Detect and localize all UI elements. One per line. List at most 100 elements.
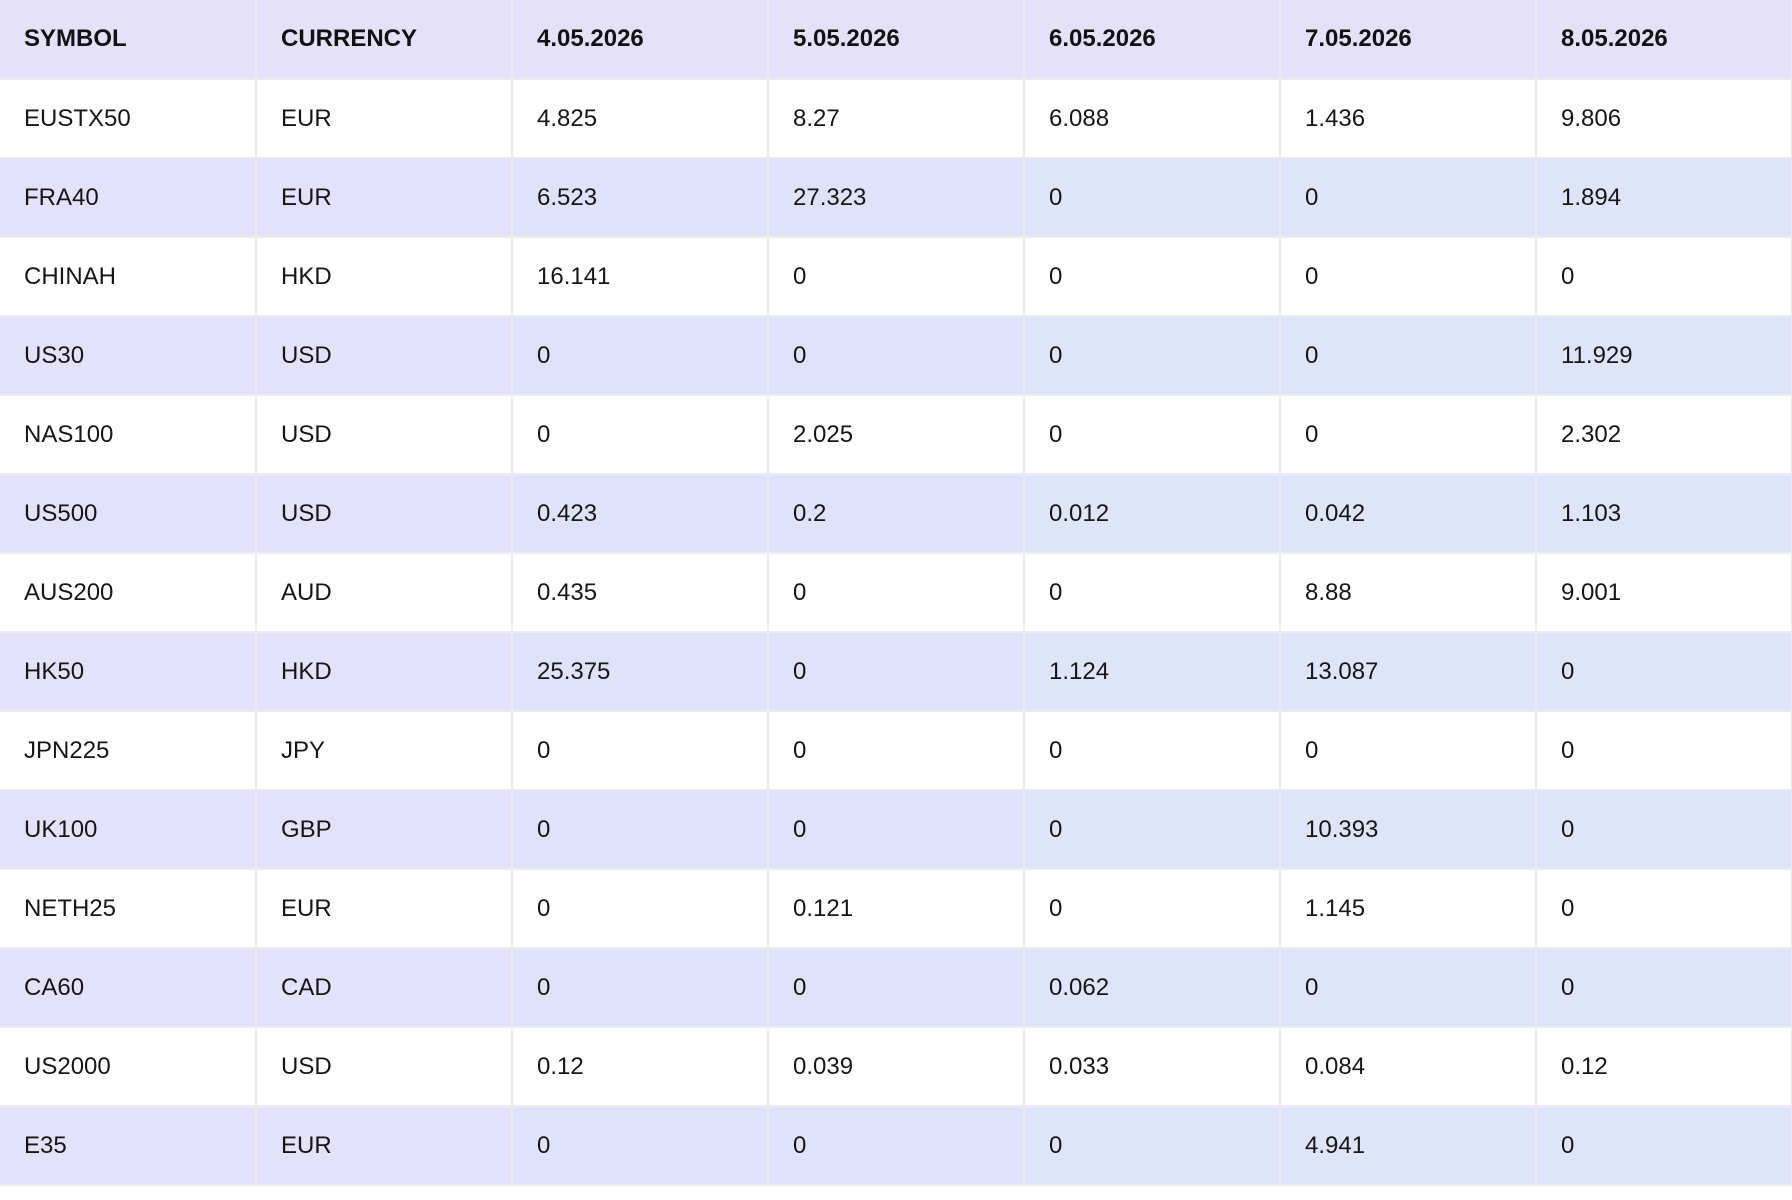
cell-value: 0: [768, 237, 1025, 317]
table-row[interactable]: E35 EUR 0 0 0 4.941 0: [0, 1106, 1792, 1186]
table-row[interactable]: NETH25 EUR 0 0.121 0 1.145 0: [0, 869, 1792, 949]
cell-currency: EUR: [256, 869, 513, 949]
cell-value: 6.088: [1024, 79, 1281, 159]
column-header-date-1[interactable]: 4.05.2026: [512, 0, 769, 80]
cell-value: 0: [1280, 237, 1537, 317]
cell-value: 0.012: [1024, 474, 1281, 554]
cell-symbol: HK50: [0, 632, 257, 712]
cell-value: 1.894: [1536, 158, 1792, 238]
cell-value: 0: [1280, 711, 1537, 791]
table-row[interactable]: JPN225 JPY 0 0 0 0 0: [0, 711, 1792, 791]
cell-value: 11.929: [1536, 316, 1792, 396]
cell-value: 0: [512, 948, 769, 1028]
table-row[interactable]: EUSTX50 EUR 4.825 8.27 6.088 1.436 9.806: [0, 79, 1792, 159]
table-row[interactable]: CA60 CAD 0 0 0.062 0 0: [0, 948, 1792, 1028]
cell-value: 0: [768, 1106, 1025, 1186]
column-header-date-4[interactable]: 7.05.2026: [1280, 0, 1537, 80]
cell-symbol: CA60: [0, 948, 257, 1028]
table-row[interactable]: US30 USD 0 0 0 0 11.929: [0, 316, 1792, 396]
cell-value: 0.12: [512, 1027, 769, 1107]
cell-value: 0: [512, 1106, 769, 1186]
cell-symbol: JPN225: [0, 711, 257, 791]
cell-value: 0.12: [1536, 1027, 1792, 1107]
cell-value: 0: [1024, 553, 1281, 633]
table-row[interactable]: CHINAH HKD 16.141 0 0 0 0: [0, 237, 1792, 317]
cell-symbol: AUS200: [0, 553, 257, 633]
cell-symbol: NETH25: [0, 869, 257, 949]
cell-value: 0: [1024, 790, 1281, 870]
cell-value: 0.062: [1024, 948, 1281, 1028]
cell-value: 0: [1024, 1106, 1281, 1186]
cell-value: 0: [768, 790, 1025, 870]
cell-value: 0: [1024, 711, 1281, 791]
cell-value: 0.435: [512, 553, 769, 633]
cell-value: 13.087: [1280, 632, 1537, 712]
cell-value: 0: [1536, 790, 1792, 870]
cell-value: 0: [1024, 869, 1281, 949]
cell-value: 9.001: [1536, 553, 1792, 633]
cell-value: 2.025: [768, 395, 1025, 475]
table-row[interactable]: FRA40 EUR 6.523 27.323 0 0 1.894: [0, 158, 1792, 238]
cell-symbol: EUSTX50: [0, 79, 257, 159]
table-row[interactable]: HK50 HKD 25.375 0 1.124 13.087 0: [0, 632, 1792, 712]
cell-value: 8.88: [1280, 553, 1537, 633]
column-header-date-5[interactable]: 8.05.2026: [1536, 0, 1792, 80]
cell-symbol: UK100: [0, 790, 257, 870]
cell-symbol: CHINAH: [0, 237, 257, 317]
table-row[interactable]: UK100 GBP 0 0 0 10.393 0: [0, 790, 1792, 870]
cell-value: 0: [1024, 158, 1281, 238]
cell-value: 1.103: [1536, 474, 1792, 554]
cell-value: 2.302: [1536, 395, 1792, 475]
table-body: EUSTX50 EUR 4.825 8.27 6.088 1.436 9.806 FRA40 E…: [0, 79, 1792, 1186]
cell-value: 0.084: [1280, 1027, 1537, 1107]
cell-value: 4.825: [512, 79, 769, 159]
cell-currency: USD: [256, 316, 513, 396]
cell-value: 0: [1536, 711, 1792, 791]
cell-value: 0: [512, 711, 769, 791]
cell-value: 0: [768, 316, 1025, 396]
cell-value: 10.393: [1280, 790, 1537, 870]
cell-currency: HKD: [256, 237, 513, 317]
table-row[interactable]: NAS100 USD 0 2.025 0 0 2.302: [0, 395, 1792, 475]
cell-value: 9.806: [1536, 79, 1792, 159]
cell-value: 0.423: [512, 474, 769, 554]
cell-symbol: FRA40: [0, 158, 257, 238]
cell-currency: USD: [256, 474, 513, 554]
cell-currency: EUR: [256, 79, 513, 159]
cell-value: 0: [512, 790, 769, 870]
cell-currency: USD: [256, 395, 513, 475]
cell-value: 0: [512, 316, 769, 396]
cell-value: 8.27: [768, 79, 1025, 159]
cell-value: 0: [1536, 869, 1792, 949]
cell-currency: CAD: [256, 948, 513, 1028]
cell-value: 0: [1024, 237, 1281, 317]
cell-value: 0.121: [768, 869, 1025, 949]
cell-symbol: US500: [0, 474, 257, 554]
cell-currency: USD: [256, 1027, 513, 1107]
cell-value: 0: [768, 711, 1025, 791]
column-header-date-2[interactable]: 5.05.2026: [768, 0, 1025, 80]
cell-value: 25.375: [512, 632, 769, 712]
table-row[interactable]: US2000 USD 0.12 0.039 0.033 0.084 0.12: [0, 1027, 1792, 1107]
cell-value: 0: [1024, 316, 1281, 396]
cell-value: 0: [1280, 395, 1537, 475]
cell-value: 1.436: [1280, 79, 1537, 159]
cell-value: 0: [1536, 632, 1792, 712]
cell-value: 27.323: [768, 158, 1025, 238]
table-header: SYMBOL CURRENCY 4.05.2026 5.05.2026 6.05…: [0, 0, 1792, 80]
column-header-currency[interactable]: CURRENCY: [256, 0, 513, 80]
cell-value: 0.039: [768, 1027, 1025, 1107]
column-header-date-3[interactable]: 6.05.2026: [1024, 0, 1281, 80]
cell-value: 0: [1536, 948, 1792, 1028]
cell-value: 4.941: [1280, 1106, 1537, 1186]
column-header-symbol[interactable]: SYMBOL: [0, 0, 257, 80]
cell-value: 16.141: [512, 237, 769, 317]
header-row: SYMBOL CURRENCY 4.05.2026 5.05.2026 6.05…: [0, 0, 1792, 80]
cell-value: 0: [1280, 948, 1537, 1028]
cell-symbol: US2000: [0, 1027, 257, 1107]
cell-value: 0.042: [1280, 474, 1537, 554]
table-row[interactable]: US500 USD 0.423 0.2 0.012 0.042 1.103: [0, 474, 1792, 554]
cell-value: 0.2: [768, 474, 1025, 554]
table-row[interactable]: AUS200 AUD 0.435 0 0 8.88 9.001: [0, 553, 1792, 633]
cell-value: 0: [512, 395, 769, 475]
